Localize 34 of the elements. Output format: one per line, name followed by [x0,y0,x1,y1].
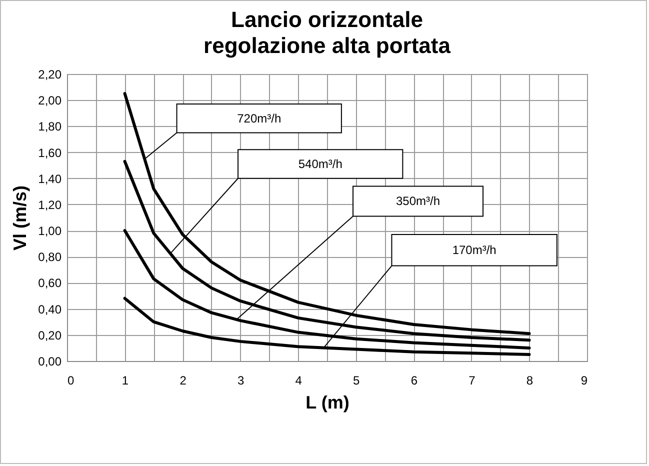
x-tick-label: 2 [180,374,187,388]
y-tick-label: 0,00 [38,354,62,368]
callout: 720m³/h [144,104,342,160]
x-tick-label: 7 [468,374,476,388]
x-tick-label: 3 [237,374,244,388]
y-tick-label: 0,80 [38,250,62,264]
y-tick-label: 0,60 [38,276,62,290]
y-tick-label: 1,60 [38,146,62,160]
line-series [123,296,531,356]
x-tick-label: 5 [353,374,360,388]
annotation: 350m³/h [396,194,440,208]
y-axis-title: Vl (m/s) [10,185,30,251]
callout: 170m³/h [323,234,558,348]
annotation: 170m³/h [452,243,496,258]
chart-title: Lancio orizzontale regolazione alta portata [204,7,452,58]
y-tick-label: 1,80 [38,120,62,134]
x-tick-label: 0 [68,374,74,388]
y-tick-label: 1,40 [38,172,62,186]
y-tick-label: 1,20 [38,198,62,212]
x-tick-label: 1 [122,374,129,388]
y-tick-label: 2,00 [38,94,62,108]
y-tick-label: 0,20 [38,328,62,342]
y-tick-label: 1,00 [38,224,62,238]
y-tick-label: 0,40 [38,302,62,316]
x-axis-title: L (m) [306,392,350,412]
x-tick-label: 4 [295,374,302,388]
y-tick-label: 2,20 [38,68,62,82]
line-series [123,160,531,342]
x-tick-label: 8 [526,374,534,388]
x-tick-label: 9 [580,374,588,388]
annotation: 720m³/h [237,111,282,126]
line-series [123,92,531,336]
x-tick-label: 6 [410,374,418,388]
annotation: 540m³/h [298,157,342,172]
